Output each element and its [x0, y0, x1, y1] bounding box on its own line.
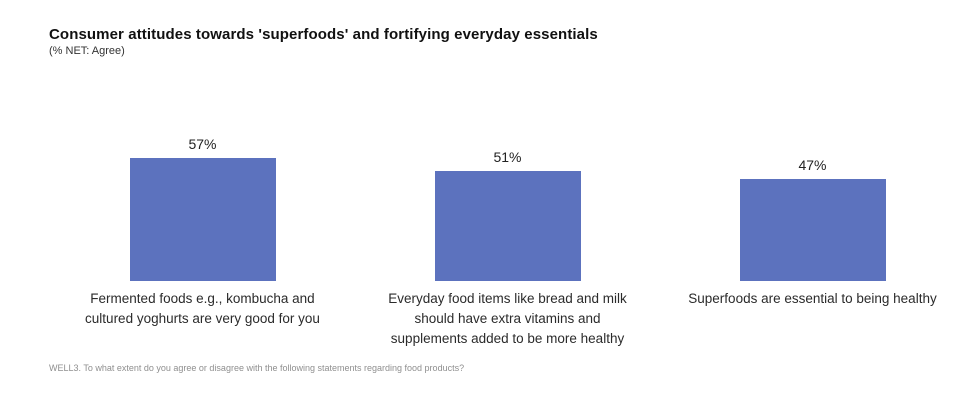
category-label: Fermented foods e.g., kombucha and cultur…	[50, 289, 355, 349]
bar-column: 47%	[660, 100, 965, 281]
category-label-line: Superfoods are essential to being health…	[688, 291, 937, 306]
bar	[129, 158, 276, 281]
chart-subtitle: (% NET: Agree)	[49, 45, 125, 57]
bar-column: 57%	[50, 100, 355, 281]
category-label-row: Fermented foods e.g., kombucha and cultur…	[50, 289, 965, 349]
bar	[434, 171, 581, 281]
chart-header: Consumer attitudes towards 'superfoods' …	[49, 25, 598, 58]
bar-value-label: 47%	[798, 157, 827, 173]
bar-value-label: 57%	[188, 136, 217, 152]
category-label: Everyday food items like bread and milk s…	[355, 289, 660, 349]
bar-column: 51%	[355, 100, 660, 281]
category-label-line: should have extra vitamins and	[414, 311, 601, 326]
category-label-line: Everyday food items like bread and milk	[388, 291, 627, 306]
category-label: Superfoods are essential to being health…	[660, 289, 965, 349]
bar-columns: 57% 51% 47%	[50, 100, 965, 281]
chart-title: Consumer attitudes towards 'superfoods' …	[49, 26, 598, 43]
survey-question-footnote: WELL3. To what extent do you agree or di…	[49, 363, 465, 373]
category-label-line: cultured yoghurts are very good for you	[85, 311, 320, 326]
bar	[739, 179, 886, 281]
category-label-line: Fermented foods e.g., kombucha and	[90, 291, 315, 306]
category-label-line: supplements added to be more healthy	[390, 331, 625, 346]
bar-value-label: 51%	[493, 149, 522, 165]
